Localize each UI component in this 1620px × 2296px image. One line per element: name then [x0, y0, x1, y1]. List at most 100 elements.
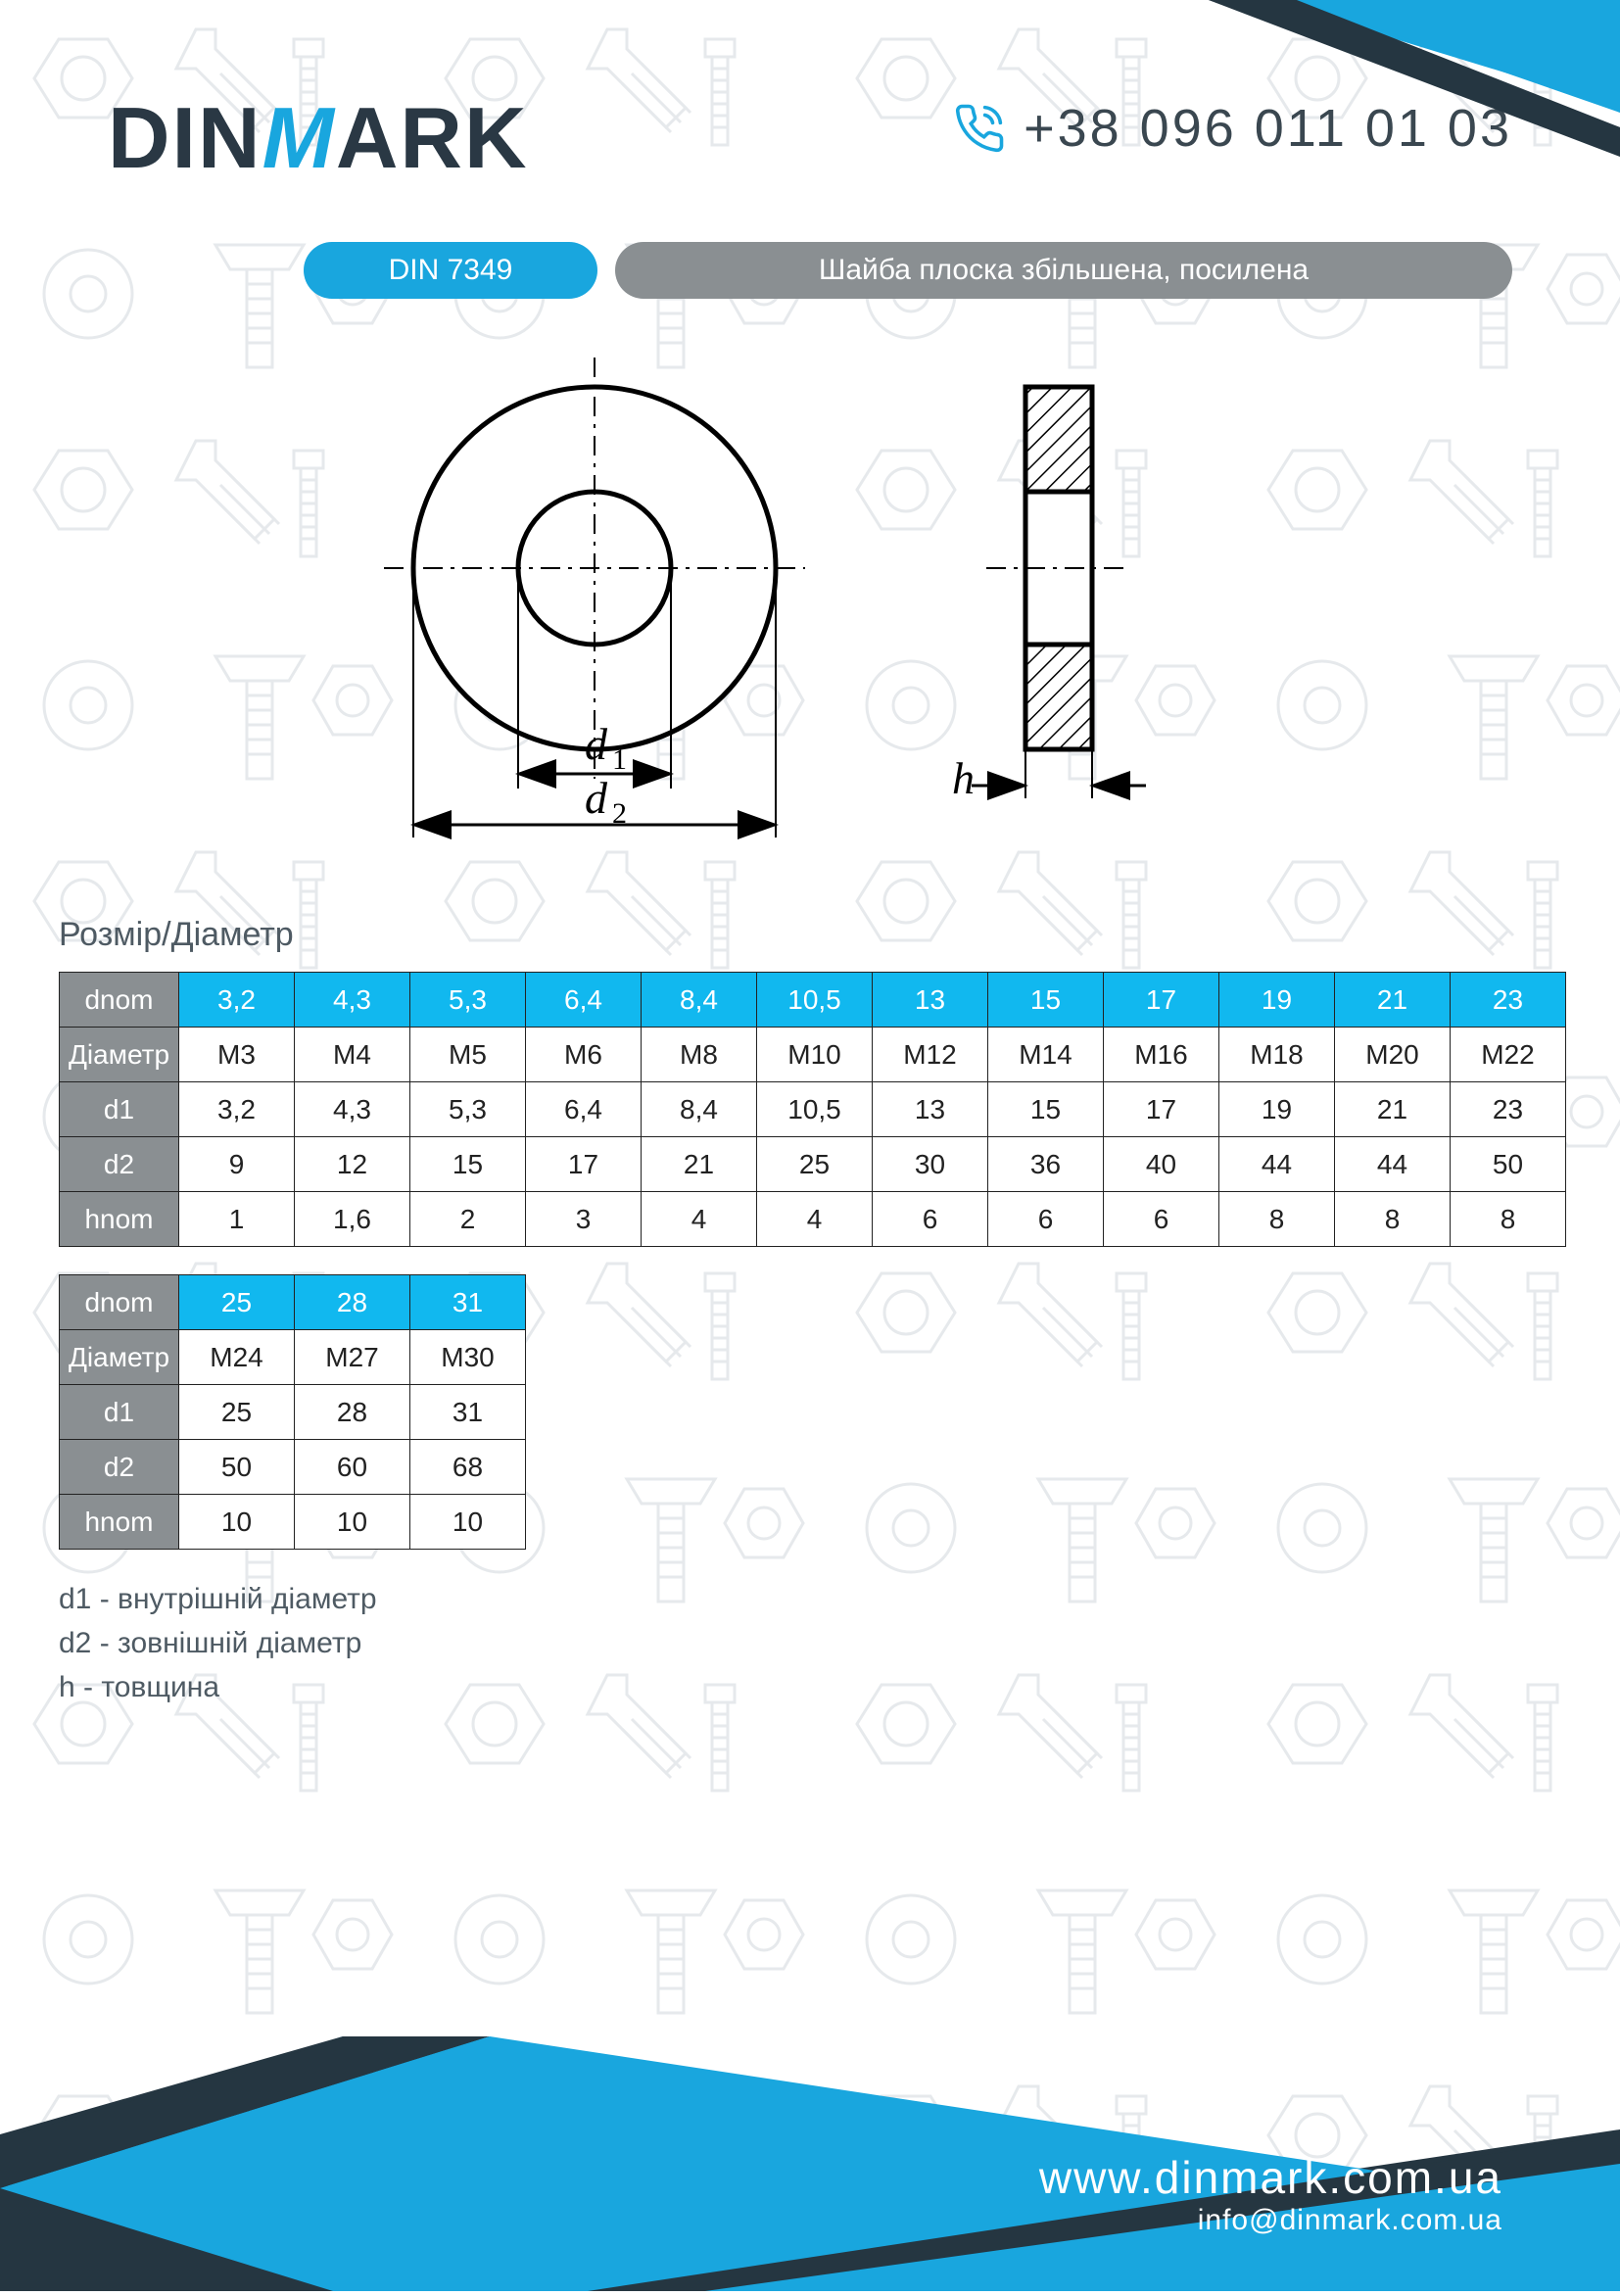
table-cell: 21 [642, 1137, 757, 1192]
table-cell: 8,4 [642, 1082, 757, 1137]
table-cell: 13 [873, 973, 988, 1028]
table-cell: 10,5 [757, 1082, 873, 1137]
technical-drawing: d 1 d 2 h [320, 358, 1300, 867]
table-cell: 6,4 [526, 973, 642, 1028]
table-cell: M27 [295, 1330, 410, 1385]
table-cell: 50 [179, 1440, 295, 1495]
svg-text:d: d [585, 773, 608, 823]
row-header: d1 [60, 1082, 179, 1137]
table-cell: 17 [1104, 973, 1219, 1028]
row-header: hnom [60, 1495, 179, 1550]
table-cell: 15 [988, 973, 1104, 1028]
table-cell: 19 [1219, 973, 1335, 1028]
table-cell: 44 [1219, 1137, 1335, 1192]
product-title: Шайба плоска збільшена, посилена [819, 254, 1309, 287]
footer-email: info@dinmark.com.ua [1039, 2204, 1502, 2237]
table-cell: 10 [410, 1495, 526, 1550]
table-cell: 1,6 [295, 1192, 410, 1247]
dimensions-table-1: dnom3,24,35,36,48,410,5131517192123Діаме… [59, 972, 1566, 1247]
table-cell: 6 [1104, 1192, 1219, 1247]
table-cell: M6 [526, 1028, 642, 1082]
table-cell: 30 [873, 1137, 988, 1192]
table-cell: 23 [1451, 1082, 1566, 1137]
table-cell: 25 [179, 1275, 295, 1330]
phone-icon [953, 102, 1006, 155]
table-cell: 4 [642, 1192, 757, 1247]
table-cell: 9 [179, 1137, 295, 1192]
logo: DINMARK [108, 88, 529, 188]
svg-text:h: h [952, 753, 975, 803]
table-cell: 28 [295, 1385, 410, 1440]
table-cell: 8 [1219, 1192, 1335, 1247]
table-cell: M8 [642, 1028, 757, 1082]
logo-m: M [262, 89, 336, 186]
table-cell: 8 [1335, 1192, 1451, 1247]
corner-decoration-top-2 [1209, 0, 1620, 196]
logo-pre: DIN [108, 89, 262, 186]
row-header: d2 [60, 1440, 179, 1495]
svg-text:2: 2 [612, 797, 627, 830]
table-cell: 40 [1104, 1137, 1219, 1192]
legend-line: d1 - внутрішній діаметр [59, 1577, 1561, 1621]
table-cell: M5 [410, 1028, 526, 1082]
table-cell: 31 [410, 1385, 526, 1440]
product-title-pill: Шайба плоска збільшена, посилена [615, 242, 1512, 299]
table-cell: 4,3 [295, 1082, 410, 1137]
table-cell: 15 [410, 1137, 526, 1192]
row-header: dnom [60, 1275, 179, 1330]
table-cell: 6,4 [526, 1082, 642, 1137]
table-cell: 10 [295, 1495, 410, 1550]
table-cell: 8,4 [642, 973, 757, 1028]
svg-text:1: 1 [612, 743, 627, 776]
table-cell: 5,3 [410, 1082, 526, 1137]
table-cell: 1 [179, 1192, 295, 1247]
row-header: Діаметр [60, 1330, 179, 1385]
table-cell: 4,3 [295, 973, 410, 1028]
table-cell: 15 [988, 1082, 1104, 1137]
svg-text:d: d [585, 719, 608, 769]
table-cell: 8 [1451, 1192, 1566, 1247]
table-cell: 25 [757, 1137, 873, 1192]
table-cell: 17 [1104, 1082, 1219, 1137]
table-cell: 10 [179, 1495, 295, 1550]
table-cell: M22 [1451, 1028, 1566, 1082]
section-label: Розмір/Діаметр [59, 916, 1561, 954]
table-cell: M10 [757, 1028, 873, 1082]
title-row: DIN 7349 Шайба плоска збільшена, посилен… [108, 242, 1512, 299]
logo-post: ARK [336, 89, 529, 186]
table-cell: M12 [873, 1028, 988, 1082]
footer-url: www.dinmark.com.ua [1039, 2151, 1502, 2204]
table-cell: 68 [410, 1440, 526, 1495]
table-cell: M3 [179, 1028, 295, 1082]
table-cell: 60 [295, 1440, 410, 1495]
table-cell: 21 [1335, 1082, 1451, 1137]
row-header: Діаметр [60, 1028, 179, 1082]
table-cell: M24 [179, 1330, 295, 1385]
table-cell: 3,2 [179, 973, 295, 1028]
table-cell: 36 [988, 1137, 1104, 1192]
table-cell: 10,5 [757, 973, 873, 1028]
table-cell: M4 [295, 1028, 410, 1082]
table-cell: 25 [179, 1385, 295, 1440]
table-cell: 4 [757, 1192, 873, 1247]
legend-line: d2 - зовнішній діаметр [59, 1621, 1561, 1665]
legend: d1 - внутрішній діаметр d2 - зовнішній д… [59, 1577, 1561, 1709]
footer-text: www.dinmark.com.ua info@dinmark.com.ua [1039, 2151, 1502, 2237]
table-cell: 28 [295, 1275, 410, 1330]
table-cell: 23 [1451, 973, 1566, 1028]
table-cell: M20 [1335, 1028, 1451, 1082]
table-cell: 3,2 [179, 1082, 295, 1137]
table-cell: 13 [873, 1082, 988, 1137]
table-cell: M18 [1219, 1028, 1335, 1082]
table-cell: 50 [1451, 1137, 1566, 1192]
table-cell: M14 [988, 1028, 1104, 1082]
product-code: DIN 7349 [389, 254, 513, 287]
table-cell: 12 [295, 1137, 410, 1192]
row-header: d1 [60, 1385, 179, 1440]
table-cell: 19 [1219, 1082, 1335, 1137]
table-cell: 3 [526, 1192, 642, 1247]
row-header: hnom [60, 1192, 179, 1247]
table-cell: M30 [410, 1330, 526, 1385]
table-cell: 31 [410, 1275, 526, 1330]
table-cell: 44 [1335, 1137, 1451, 1192]
